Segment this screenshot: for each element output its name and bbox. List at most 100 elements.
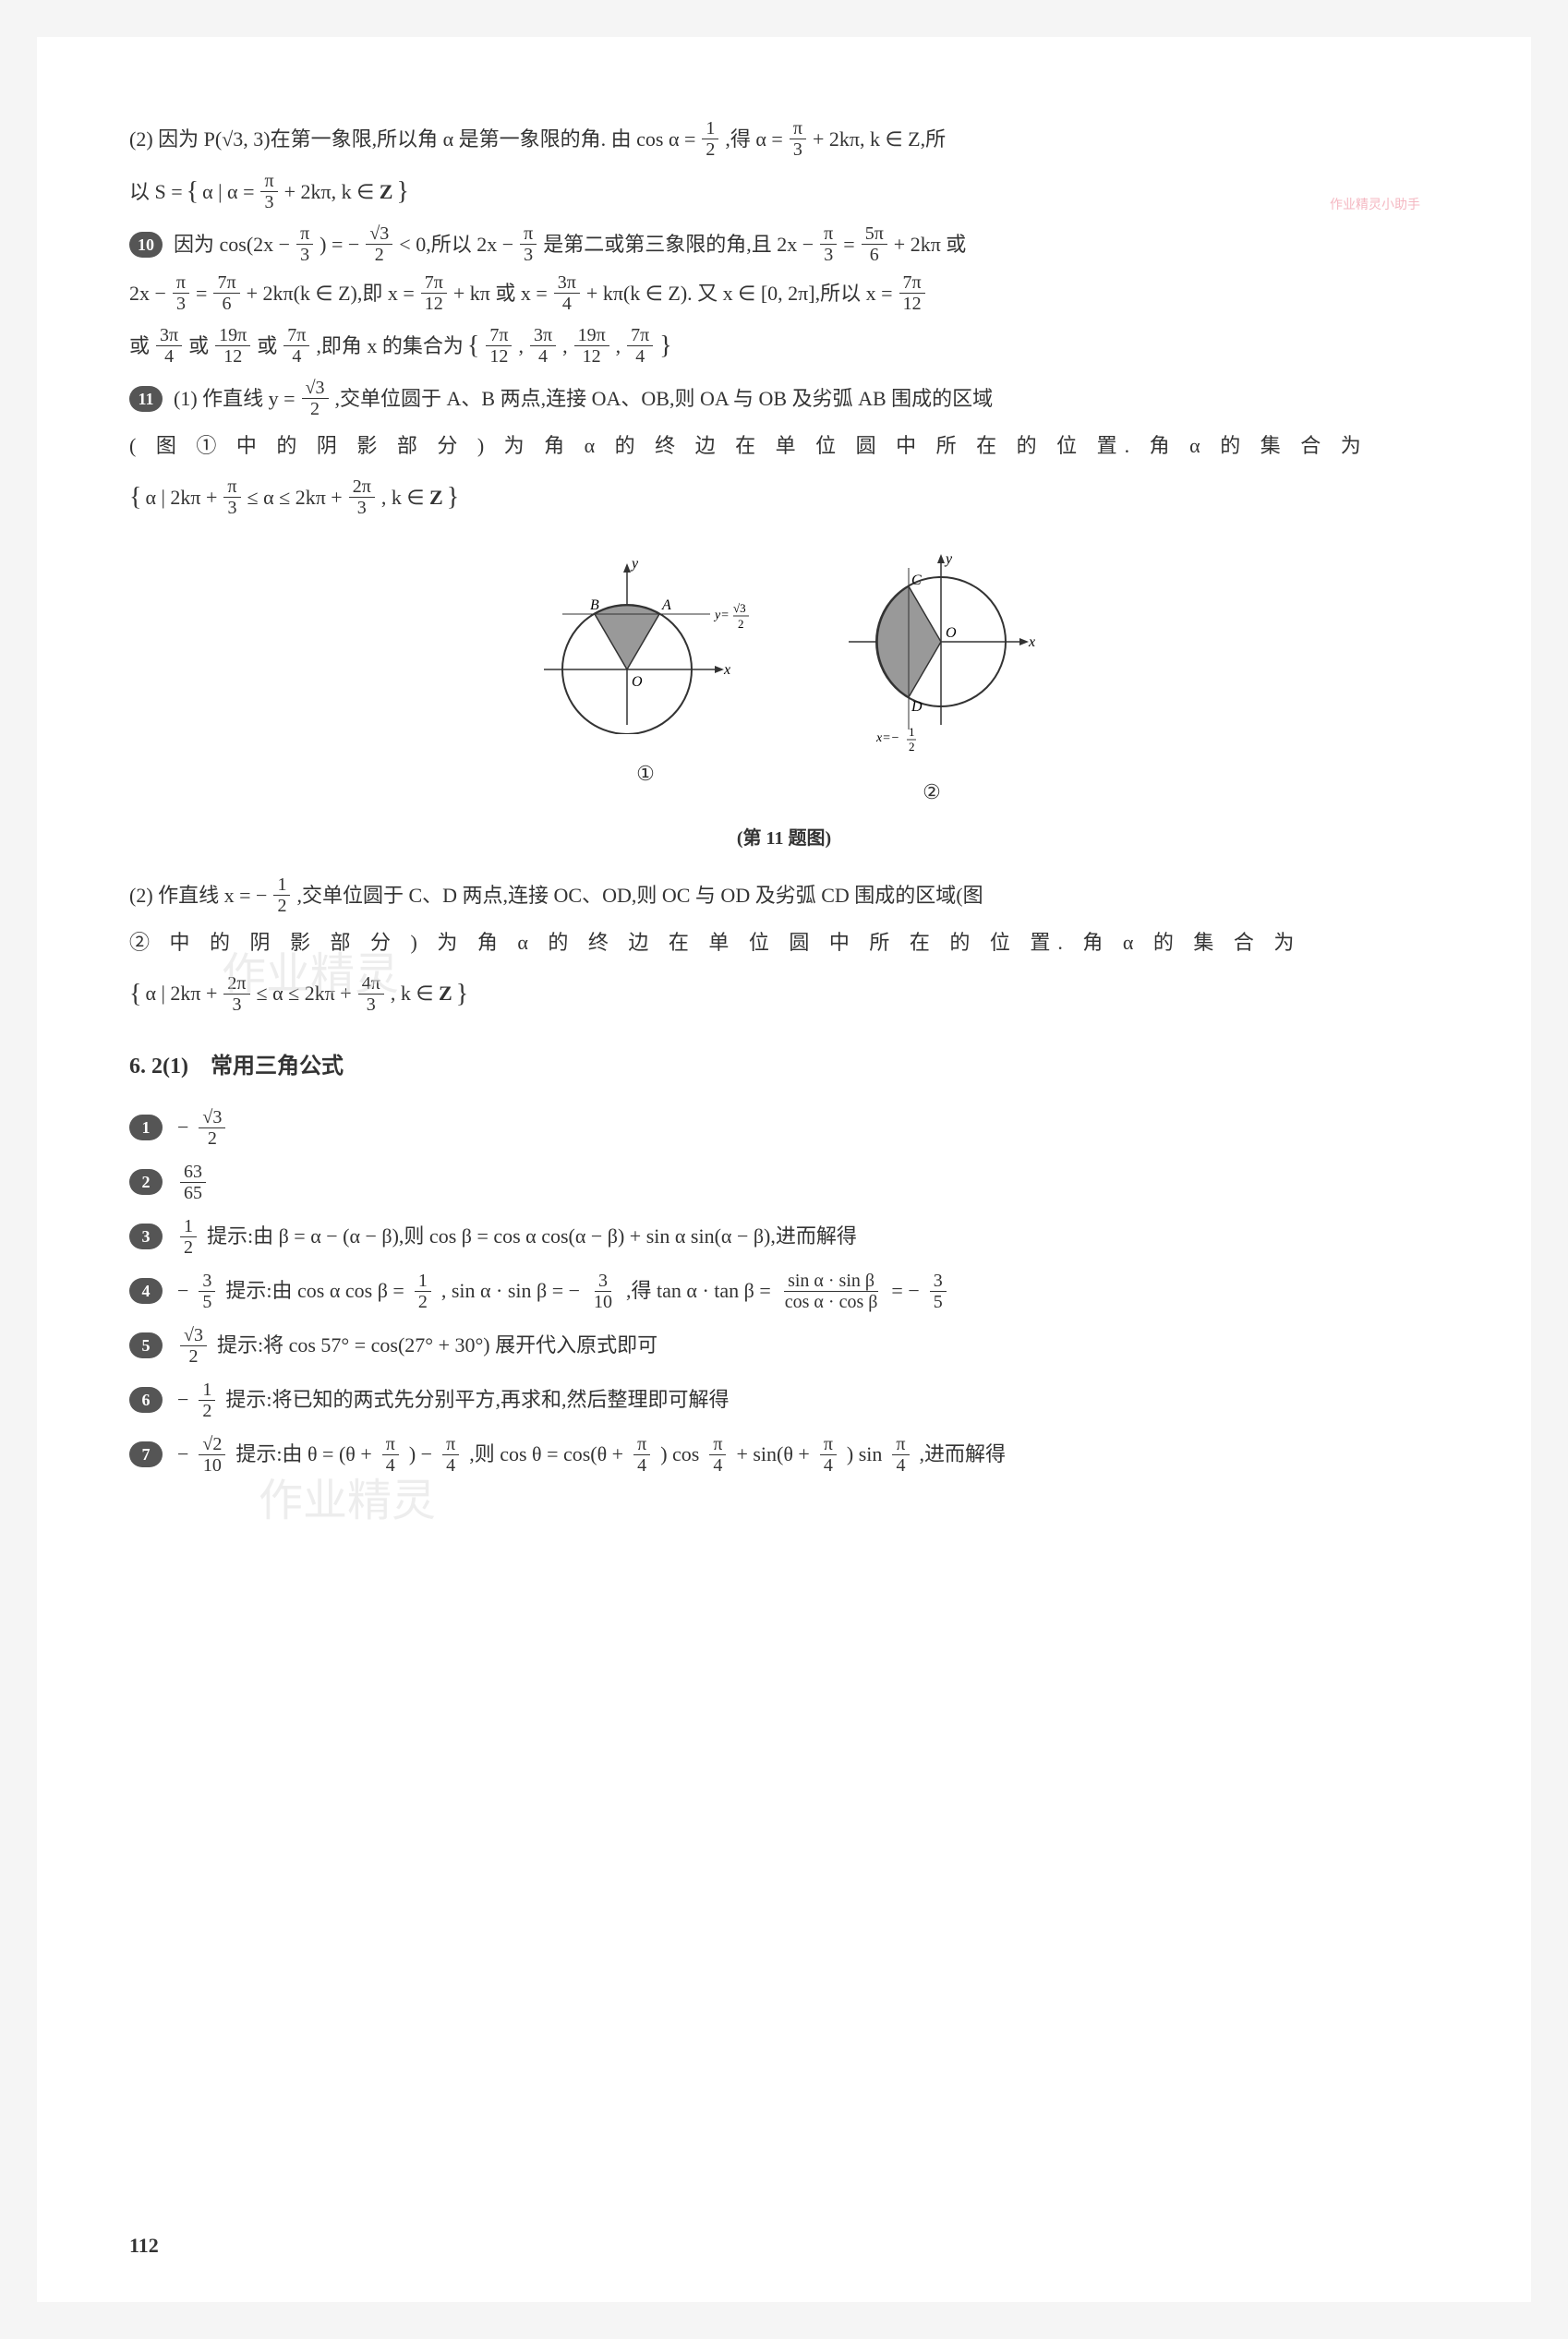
problem-10-line2: 2x − π3 = 7π6 + 2kπ(k ∈ Z),即 x = 7π12 + … — [129, 272, 1439, 314]
fraction: π4 — [382, 1434, 399, 1476]
text: = — [843, 225, 854, 264]
text: , — [616, 327, 621, 366]
fraction: 19π12 — [574, 325, 609, 367]
fraction: 3π4 — [530, 325, 556, 367]
fraction: √32 — [302, 378, 329, 419]
svg-text:y: y — [944, 551, 953, 567]
figure-1: B A O x y y= √3 2 ① — [525, 549, 766, 812]
text: = − — [891, 1272, 919, 1310]
svg-text:2: 2 — [738, 617, 744, 631]
text: 提示:由 θ = (θ + — [235, 1435, 371, 1474]
svg-text:O: O — [946, 625, 957, 641]
fraction: sin α · sin βcos α · cos β — [781, 1271, 882, 1312]
answer-badge-1: 1 — [129, 1115, 163, 1140]
set-brace: } — [659, 321, 671, 370]
text: − — [177, 1272, 188, 1310]
fraction: 5π6 — [862, 223, 887, 265]
text: + kπ(k ∈ Z). 又 x ∈ [0, 2π],所以 x = — [586, 274, 893, 313]
problem-10-line1: 10 因为 cos(2x − π3 ) = − √32 < 0,所以 2x − … — [129, 223, 1439, 265]
text: , sin α · sin β = − — [441, 1272, 580, 1310]
text: α | 2kπ + — [145, 974, 217, 1013]
answer-badge-2: 2 — [129, 1169, 163, 1195]
figure-2-label: ② — [821, 773, 1043, 812]
problem-11-line1: 11 (1) 作直线 y = √32 ,交单位圆于 A、B 两点,连接 OA、O… — [129, 378, 1439, 419]
svg-text:x: x — [1028, 634, 1035, 650]
text: ,则 cos θ = cos(θ + — [469, 1435, 623, 1474]
fraction: 35 — [930, 1271, 947, 1312]
fraction: 12 — [273, 874, 290, 916]
fraction: π4 — [633, 1434, 650, 1476]
text: , k ∈ Z — [391, 974, 452, 1013]
page-number: 112 — [129, 2226, 159, 2265]
answer-badge-4: 4 — [129, 1278, 163, 1304]
fraction: 12 — [199, 1380, 215, 1421]
text: (2) 作直线 x = − — [129, 876, 267, 915]
svg-text:2: 2 — [909, 740, 915, 753]
text: 以 S = — [129, 173, 183, 211]
fraction: 4π3 — [358, 973, 384, 1015]
answer-7: 7 − √210 提示:由 θ = (θ + π4 ) − π4 ,则 cos … — [129, 1434, 1439, 1476]
answer-6: 6 − 12 提示:将已知的两式先分别平方,再求和,然后整理即可解得 — [129, 1380, 1439, 1421]
set-brace: { — [467, 321, 479, 370]
text: ,得 tan α · tan β = — [626, 1272, 771, 1310]
text: − — [177, 1380, 188, 1419]
answer-1: 1 − √32 — [129, 1107, 1439, 1149]
text: α | 2kπ + — [145, 478, 217, 517]
fraction: √32 — [199, 1107, 225, 1149]
answer-badge-5: 5 — [129, 1332, 163, 1358]
fraction: π4 — [820, 1434, 837, 1476]
fraction: π3 — [260, 171, 277, 212]
set-brace: { — [129, 970, 141, 1019]
answer-2: 2 6365 — [129, 1162, 1439, 1203]
text: , — [562, 327, 568, 366]
fraction: π3 — [223, 476, 240, 518]
text: = — [196, 274, 207, 313]
svg-text:1: 1 — [909, 725, 915, 739]
fraction: 310 — [590, 1271, 616, 1312]
problem-11-2-set: { α | 2kπ + 2π3 ≤ α ≤ 2kπ + 4π3 , k ∈ Z … — [129, 970, 1439, 1019]
text: 2x − — [129, 274, 166, 313]
fraction: 6365 — [180, 1162, 206, 1203]
problem-10-line3: 或 3π4 或 19π12 或 7π4 ,即角 x 的集合为 { 7π12 , … — [129, 321, 1439, 370]
svg-text:y: y — [630, 556, 639, 572]
fraction: 35 — [199, 1271, 215, 1312]
text: ,交单位圆于 C、D 两点,连接 OC、OD,则 OC 与 OD 及劣弧 CD … — [296, 876, 983, 915]
fraction: √32 — [366, 223, 392, 265]
problem-2-line1: (2) 因为 P(√3, 3)在第一象限,所以角 α 是第一象限的角. 由 co… — [129, 118, 1439, 160]
problem-badge-10: 10 — [129, 232, 163, 258]
answer-badge-3: 3 — [129, 1224, 163, 1249]
text: + 2kπ(k ∈ Z),即 x = — [247, 274, 415, 313]
text: ,得 α = — [725, 120, 782, 159]
fraction: π3 — [520, 223, 537, 265]
fraction: π4 — [709, 1434, 726, 1476]
text: < 0,所以 2x − — [399, 225, 513, 264]
fraction: √210 — [199, 1434, 225, 1476]
text: ≤ α ≤ 2kπ + — [247, 478, 343, 517]
fraction: 7π4 — [283, 325, 309, 367]
fraction: 7π12 — [486, 325, 512, 367]
problem-2-line2: 以 S = { α | α = π3 + 2kπ, k ∈ Z } — [129, 167, 1439, 216]
text: + 2kπ 或 — [894, 225, 967, 264]
text: − — [177, 1108, 188, 1147]
text: ≤ α ≤ 2kπ + — [257, 974, 352, 1013]
fraction: √32 — [180, 1325, 207, 1367]
fraction: π3 — [820, 223, 837, 265]
text: 或 — [257, 327, 277, 366]
text: − — [177, 1435, 188, 1474]
set-notation: { — [187, 167, 199, 216]
fraction: π4 — [892, 1434, 909, 1476]
svg-text:y=: y= — [713, 609, 730, 622]
figure-2: C D O x y x=− 1 2 ② — [821, 549, 1043, 812]
svg-text:A: A — [661, 597, 671, 613]
problem-11-2-line2: ② 中 的 阴 影 部 分 ) 为 角 α 的 终 边 在 单 位 圆 中 所 … — [129, 923, 1439, 962]
text: 或 — [188, 327, 209, 366]
answer-5: 5 √32 提示:将 cos 57° = cos(27° + 30°) 展开代入… — [129, 1325, 1439, 1367]
page-container: 作业精灵小助手 (2) 因为 P(√3, 3)在第一象限,所以角 α 是第一象限… — [37, 37, 1531, 2302]
fraction: π3 — [296, 223, 313, 265]
answer-4: 4 − 35 提示:由 cos α cos β = 12 , sin α · s… — [129, 1271, 1439, 1312]
text: ) − — [409, 1435, 432, 1474]
fraction: 7π4 — [627, 325, 653, 367]
section-title: 6. 2(1) 常用三角公式 — [129, 1046, 1439, 1089]
fraction: 2π3 — [349, 476, 375, 518]
text: 因为 cos(2x − — [174, 225, 290, 264]
